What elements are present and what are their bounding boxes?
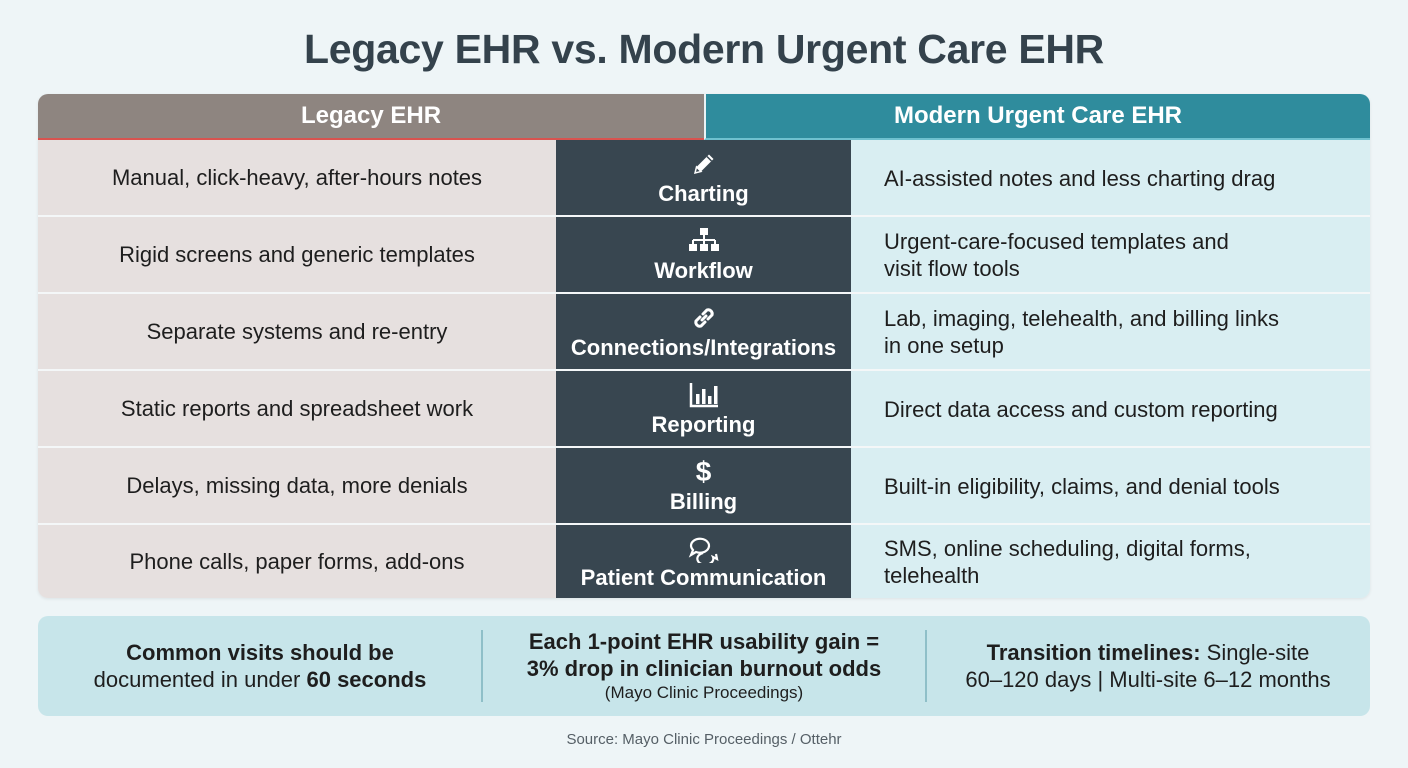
modern-cell: SMS, online scheduling, digital forms, t…: [851, 525, 1370, 598]
stat-text: Transition timelines:: [986, 640, 1201, 665]
category-cell: Reporting: [556, 371, 851, 447]
table-row: Delays, missing data, more denials $ Bil…: [38, 448, 1370, 524]
pencil-icon: [689, 149, 719, 179]
bar-chart-icon: [688, 380, 720, 410]
modern-cell: Lab, imaging, telehealth, and billing li…: [851, 294, 1370, 370]
row-divider: [38, 215, 1370, 217]
stat-text: documented in under: [93, 667, 307, 692]
page-title: Legacy EHR vs. Modern Urgent Care EHR: [304, 26, 1104, 72]
modern-column-header: Modern Urgent Care EHR: [704, 94, 1370, 140]
category-label: Billing: [669, 489, 738, 514]
legacy-cell: Manual, click-heavy, after-hours notes: [38, 140, 556, 216]
stat-text: 60 seconds: [306, 667, 427, 692]
link-icon: [689, 303, 719, 333]
table-row: Static reports and spreadsheet work Repo…: [38, 371, 1370, 447]
legacy-cell: Static reports and spreadsheet work: [38, 371, 556, 447]
modern-cell: Built-in eligibility, claims, and denial…: [851, 448, 1370, 524]
row-divider: [38, 369, 1370, 371]
workflow-icon: [687, 226, 721, 256]
category-label: Workflow: [654, 258, 753, 283]
legacy-cell: Separate systems and re-entry: [38, 294, 556, 370]
stat-text: Each 1-point EHR usability gain =: [528, 629, 880, 654]
category-label: Charting: [658, 181, 749, 206]
chat-bubbles-icon: [687, 533, 721, 563]
table-row: Separate systems and re-entry Connection…: [38, 294, 1370, 370]
legacy-column-header: Legacy EHR: [38, 94, 704, 140]
table-row: Manual, click-heavy, after-hours notes C…: [38, 140, 1370, 216]
stat-usability-burnout: Each 1-point EHR usability gain = 3% dro…: [482, 616, 926, 716]
table-rows: Manual, click-heavy, after-hours notes C…: [38, 140, 1370, 598]
category-cell: Patient Communication: [556, 525, 851, 598]
modern-cell: Urgent-care-focused templates and visit …: [851, 217, 1370, 293]
stat-documentation-time: Common visits should be documented in un…: [38, 616, 482, 716]
modern-cell: Direct data access and custom reporting: [851, 371, 1370, 447]
modern-cell: AI-assisted notes and less charting drag: [851, 140, 1370, 216]
stat-transition-timelines: Transition timelines: Single-site 60–120…: [926, 616, 1370, 716]
stat-note: (Mayo Clinic Proceedings): [604, 683, 804, 702]
source-caption: Source: Mayo Clinic Proceedings / Ottehr: [566, 731, 842, 748]
stat-text: Common visits should be: [126, 640, 394, 665]
row-divider: [38, 523, 1370, 525]
stat-text: Single-site: [1200, 640, 1310, 665]
category-cell: Charting: [556, 140, 851, 216]
category-cell: Connections/Integrations: [556, 294, 851, 370]
stats-banner: Common visits should be documented in un…: [38, 616, 1370, 716]
comparison-table: Legacy EHR Modern Urgent Care EHR Manual…: [38, 94, 1370, 598]
category-label: Patient Communication: [580, 564, 827, 590]
legacy-cell: Phone calls, paper forms, add-ons: [38, 525, 556, 598]
table-row: Phone calls, paper forms, add-ons Patien…: [38, 525, 1370, 598]
table-row: Rigid screens and generic templates Work…: [38, 217, 1370, 293]
category-cell: $ Billing: [556, 448, 851, 524]
stat-text: 60–120 days | Multi-site 6–12 months: [965, 667, 1331, 692]
stat-text: 3% drop in clinician burnout odds: [526, 656, 882, 681]
stat-divider: [481, 630, 483, 702]
legacy-cell: Rigid screens and generic templates: [38, 217, 556, 293]
category-label: Connections/Integrations: [570, 335, 837, 360]
category-label: Reporting: [651, 412, 756, 437]
category-cell: Workflow: [556, 217, 851, 293]
row-divider: [38, 446, 1370, 448]
legacy-cell: Delays, missing data, more denials: [38, 448, 556, 524]
row-divider: [38, 292, 1370, 294]
stat-divider: [925, 630, 927, 702]
dollar-icon: $: [695, 456, 712, 487]
